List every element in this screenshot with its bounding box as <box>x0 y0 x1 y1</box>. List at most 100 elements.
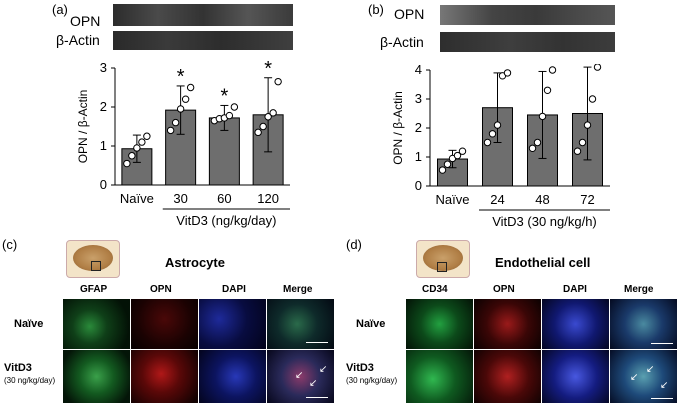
arrow-icon: ↙ <box>309 378 318 389</box>
blot-b-opn-label: OPN <box>394 6 425 22</box>
chart-b: 0 1 2 3 4 OPN / β-Actin Naïve * 24 * 48 * 72 VitD3 (3… <box>391 64 610 229</box>
blot-a-actin-label: β-Actin <box>56 32 100 48</box>
micrograph-d-dapi-vitd3 <box>541 349 610 404</box>
data-point <box>573 147 582 155</box>
y-tick-label: 3 <box>415 91 422 106</box>
data-point <box>438 166 447 174</box>
arrow-icon: ↙ <box>319 364 328 375</box>
micrograph-d-opn-vitd3 <box>473 349 542 404</box>
data-point <box>143 132 151 140</box>
significance-star: * <box>220 85 228 107</box>
data-point <box>254 128 262 137</box>
data-point <box>593 64 602 71</box>
micrograph-c-opn-vitd3 <box>130 349 199 404</box>
col-header-gfap: GFAP <box>80 284 108 295</box>
micrograph-c-gfap-naive <box>62 298 131 350</box>
data-point <box>458 147 467 155</box>
y-axis-label: OPN / β-Actin <box>76 90 90 164</box>
col-header-dapi: DAPI <box>222 284 246 295</box>
data-point <box>123 159 131 168</box>
x-tick-label: 60 <box>217 191 231 206</box>
arrow-icon: ↙ <box>630 372 639 383</box>
data-point <box>269 109 277 117</box>
row-header-vitd3-d: VitD3 (30 ng/kg/day) <box>346 362 398 385</box>
blot-a-opn-label: OPN <box>70 13 101 29</box>
arrow-icon: ↙ <box>646 364 655 375</box>
data-point <box>225 111 234 120</box>
micrograph-c-gfap-vitd3 <box>62 349 131 404</box>
y-tick-label: 0 <box>100 177 107 192</box>
data-point <box>443 160 452 168</box>
data-point <box>181 95 190 103</box>
micrograph-d-cd34-vitd3 <box>405 349 474 404</box>
row-header-naive-c: Naïve <box>14 318 44 330</box>
data-point <box>543 86 552 94</box>
data-point <box>264 113 272 121</box>
y-tick-label: 4 <box>415 64 422 77</box>
micrograph-d-opn-naive <box>473 298 542 350</box>
micrograph-c-dapi-vitd3 <box>198 349 267 404</box>
significance-star: * <box>584 64 592 69</box>
panel-b-letter: (b) <box>368 2 384 17</box>
data-point <box>453 151 462 160</box>
x-tick-label: 24 <box>490 192 504 207</box>
data-point <box>133 144 141 152</box>
y-tick-label: 0 <box>415 178 422 193</box>
significance-star: * <box>539 64 547 73</box>
data-point <box>538 112 547 121</box>
data-point <box>259 122 267 131</box>
data-point <box>128 152 136 160</box>
brain-slice-c-image <box>66 240 120 278</box>
blot-b-opn-band <box>440 5 615 25</box>
row-header-naive-d: Naïve <box>356 318 386 330</box>
col-header-merge: Merge <box>624 284 654 295</box>
data-point <box>578 138 587 147</box>
data-point <box>483 138 492 147</box>
blot-a-actin-band <box>113 31 293 50</box>
brain-slice-d-image <box>416 240 470 278</box>
x-tick-label: 48 <box>535 192 549 207</box>
micrograph-d-cd34-naive <box>405 298 474 350</box>
panel-c-letter: (c) <box>2 237 18 252</box>
data-point <box>588 95 597 103</box>
x-tick-label: 120 <box>257 191 279 206</box>
chart-a: 0 1 2 3 OPN / β-Actin Naïve * 30 * 60 * 120 VitD3 (n… <box>76 60 290 228</box>
data-point <box>548 66 557 74</box>
x-tick-label: 72 <box>580 192 594 207</box>
y-tick-label: 1 <box>415 149 422 164</box>
panel-d-title: Endothelial cell <box>495 255 591 270</box>
x-tick-label: Naïve <box>436 192 470 207</box>
micrograph-d-dapi-naive <box>541 298 610 350</box>
panel-c-title: Astrocyte <box>165 255 225 270</box>
micrograph-d-merge-vitd3: ↙ ↙ ↙ <box>609 349 678 404</box>
micrograph-c-opn-naive <box>130 298 199 350</box>
x-axis-label: VitD3 (ng/kg/day) <box>176 213 276 228</box>
arrow-icon: ↙ <box>660 380 669 391</box>
data-point <box>230 103 239 111</box>
blot-b-actin-label: β-Actin <box>380 34 424 50</box>
data-point <box>533 138 542 147</box>
micrograph-c-dapi-naive <box>198 298 267 350</box>
data-point <box>493 121 502 129</box>
y-tick-label: 2 <box>415 120 422 135</box>
panel-a-letter: (a) <box>52 2 68 17</box>
y-axis-label: OPN / β-Actin <box>391 91 405 165</box>
col-header-dapi: DAPI <box>563 284 587 295</box>
blot-b-actin-band <box>440 32 615 52</box>
col-header-merge: Merge <box>283 284 313 295</box>
data-point <box>583 121 592 129</box>
data-point <box>186 83 195 92</box>
data-point <box>503 69 512 77</box>
significance-star: * <box>264 60 272 80</box>
y-tick-label: 1 <box>100 138 107 153</box>
x-tick-label: Naïve <box>120 191 154 206</box>
micrograph-d-merge-naive <box>609 298 678 350</box>
col-header-opn: OPN <box>150 284 172 295</box>
data-point <box>528 144 537 153</box>
x-axis-label: VitD3 (30 ng/kg/h) <box>492 214 597 229</box>
data-point <box>171 118 180 127</box>
col-header-cd34: CD34 <box>422 284 448 295</box>
data-point <box>176 105 185 113</box>
micrograph-c-merge-vitd3: ↙ ↙ ↙ <box>266 349 335 404</box>
x-tick-label: 30 <box>173 191 187 206</box>
